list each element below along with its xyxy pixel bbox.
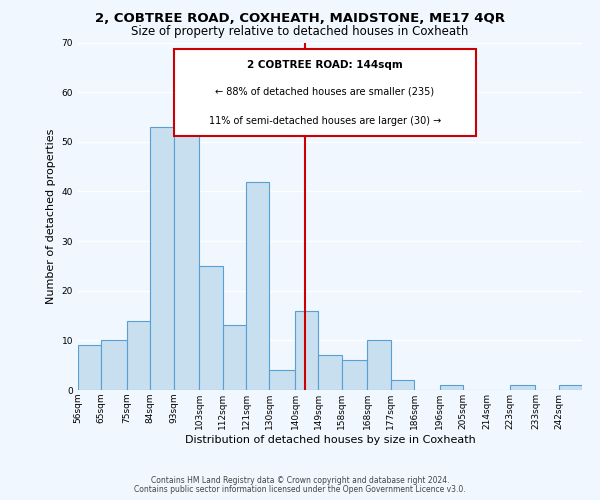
Bar bbox=[509, 385, 535, 390]
Text: 11% of semi-detached houses are larger (30) →: 11% of semi-detached houses are larger (… bbox=[209, 116, 441, 126]
Bar bbox=[319, 355, 341, 390]
X-axis label: Distribution of detached houses by size in Coxheath: Distribution of detached houses by size … bbox=[185, 434, 475, 444]
Bar bbox=[295, 310, 319, 390]
Text: Size of property relative to detached houses in Coxheath: Size of property relative to detached ho… bbox=[131, 25, 469, 38]
Bar bbox=[199, 266, 223, 390]
Bar bbox=[367, 340, 391, 390]
Bar bbox=[127, 320, 151, 390]
Bar bbox=[391, 380, 414, 390]
Bar bbox=[151, 127, 173, 390]
Bar bbox=[78, 346, 101, 390]
Bar bbox=[246, 182, 269, 390]
Text: ← 88% of detached houses are smaller (235): ← 88% of detached houses are smaller (23… bbox=[215, 86, 434, 96]
Text: Contains public sector information licensed under the Open Government Licence v3: Contains public sector information licen… bbox=[134, 485, 466, 494]
Bar bbox=[559, 385, 582, 390]
Text: 2 COBTREE ROAD: 144sqm: 2 COBTREE ROAD: 144sqm bbox=[247, 60, 403, 70]
FancyBboxPatch shape bbox=[174, 50, 476, 136]
Bar bbox=[223, 326, 246, 390]
Bar bbox=[440, 385, 463, 390]
Bar bbox=[269, 370, 295, 390]
Bar bbox=[101, 340, 127, 390]
Bar bbox=[173, 117, 199, 390]
Bar bbox=[341, 360, 367, 390]
Text: 2, COBTREE ROAD, COXHEATH, MAIDSTONE, ME17 4QR: 2, COBTREE ROAD, COXHEATH, MAIDSTONE, ME… bbox=[95, 12, 505, 26]
Text: Contains HM Land Registry data © Crown copyright and database right 2024.: Contains HM Land Registry data © Crown c… bbox=[151, 476, 449, 485]
Y-axis label: Number of detached properties: Number of detached properties bbox=[46, 128, 56, 304]
